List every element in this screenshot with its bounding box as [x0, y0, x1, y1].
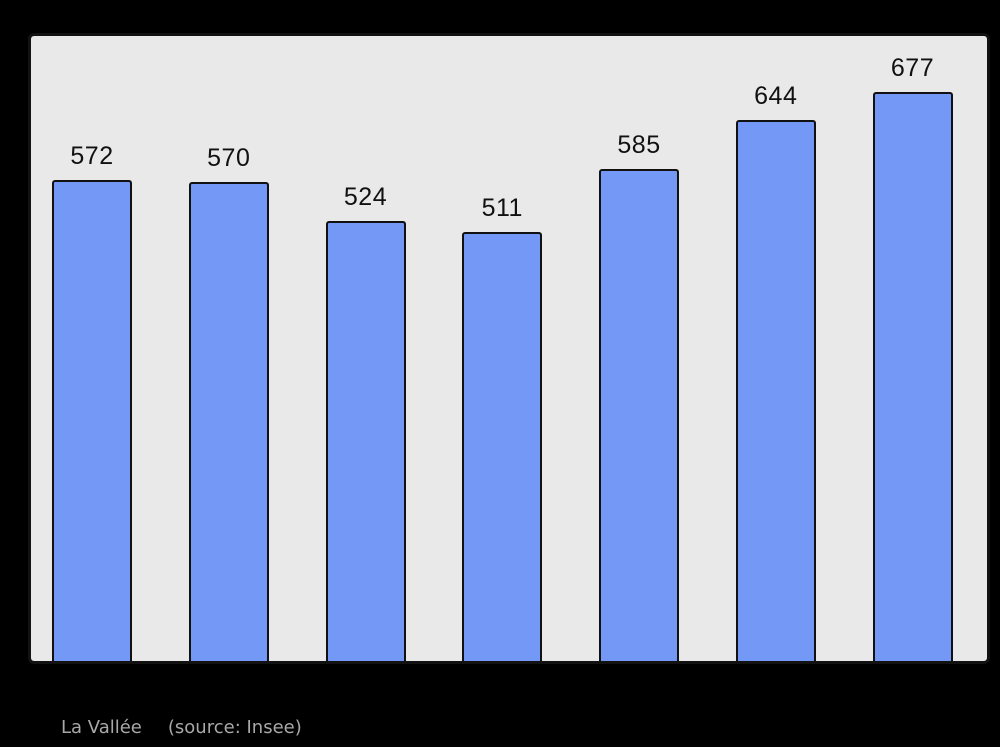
bar [735, 120, 816, 661]
bar [52, 180, 132, 661]
bar [188, 182, 269, 661]
bar-value-label: 570 [207, 144, 251, 173]
bar-group: 524 [325, 183, 406, 661]
chart-caption: La Vallée (source: Insee) [61, 716, 302, 739]
bar [599, 169, 679, 661]
bar-value-label: 677 [890, 54, 935, 83]
bar-group: 572 [52, 142, 132, 661]
bar-group: 570 [188, 144, 269, 661]
bar-value-label: 572 [70, 142, 114, 171]
bar-chart-frame: 572 570 524 511 585 644 677 [28, 33, 990, 664]
bars-area: 572 570 524 511 585 644 677 [31, 36, 987, 661]
bar-value-label: 644 [754, 82, 798, 111]
bar [462, 232, 543, 661]
bar-group: 644 [735, 82, 816, 661]
caption-source: (source: Insee) [167, 717, 302, 738]
bar-group: 511 [462, 194, 543, 661]
bar-value-label: 524 [343, 183, 388, 212]
bar-group: 585 [599, 131, 679, 661]
bar-group: 677 [872, 54, 953, 661]
bar [872, 92, 953, 661]
bar-value-label: 585 [617, 131, 661, 160]
caption-commune: La Vallée [61, 717, 142, 738]
bar-value-label: 511 [481, 194, 523, 223]
bar [325, 221, 406, 661]
